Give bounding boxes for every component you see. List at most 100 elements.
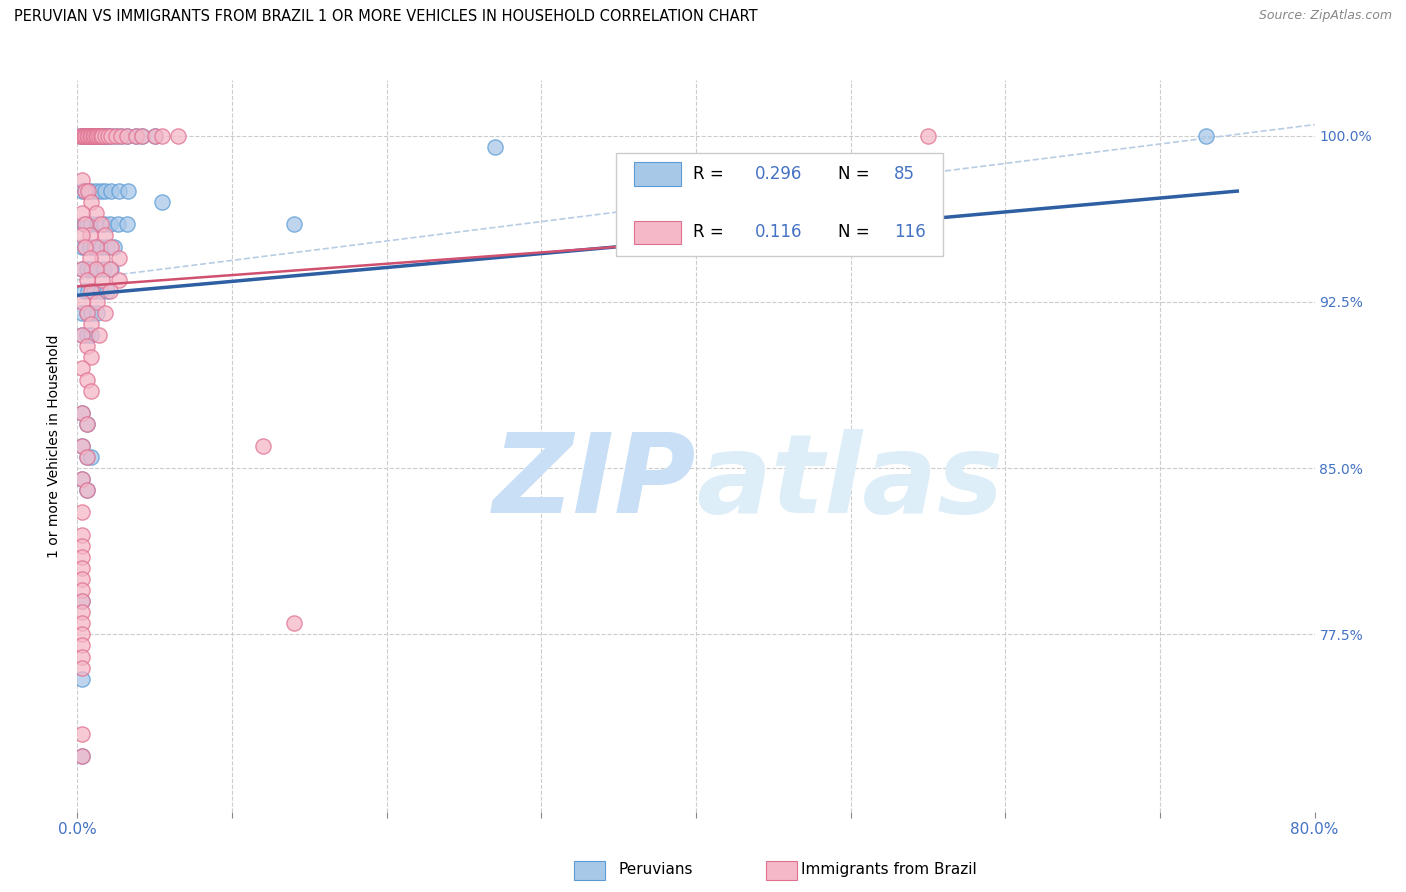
Point [167, 128, 190, 143]
Point [70, 649, 93, 664]
Point [110, 128, 132, 143]
Point [90, 184, 112, 198]
Point [70, 616, 93, 631]
Point [117, 184, 139, 198]
Point [70, 173, 93, 187]
Point [90, 128, 112, 143]
Point [110, 128, 132, 143]
Point [97, 128, 120, 143]
Point [75, 239, 96, 253]
Point [70, 672, 93, 686]
Point [80, 128, 103, 143]
Point [76, 450, 98, 464]
Point [100, 128, 122, 143]
Bar [634, 220, 681, 244]
Point [70, 206, 93, 220]
Point [70, 472, 93, 486]
Point [84, 128, 107, 143]
Point [76, 128, 98, 143]
Point [94, 306, 117, 320]
Text: 116: 116 [894, 223, 925, 242]
Point [1195, 128, 1218, 143]
Point [70, 261, 93, 276]
Point [90, 128, 112, 143]
Point [70, 660, 93, 674]
Point [86, 218, 108, 232]
Text: PERUVIAN VS IMMIGRANTS FROM BRAZIL 1 OR MORE VEHICLES IN HOUSEHOLD CORRELATION C: PERUVIAN VS IMMIGRANTS FROM BRAZIL 1 OR … [14, 9, 758, 24]
Text: 0.296: 0.296 [755, 165, 803, 183]
Point [70, 527, 93, 541]
Point [70, 506, 93, 520]
Point [143, 128, 166, 143]
Point [82, 128, 104, 143]
Point [76, 306, 98, 320]
Text: Source: ZipAtlas.com: Source: ZipAtlas.com [1258, 9, 1392, 22]
Point [77, 184, 100, 198]
Point [80, 306, 103, 320]
Point [69, 128, 91, 143]
Point [98, 218, 121, 232]
Point [69, 128, 91, 143]
Point [79, 228, 101, 243]
Point [80, 317, 103, 331]
Text: Immigrants from Brazil: Immigrants from Brazil [801, 863, 977, 877]
Point [72, 128, 94, 143]
Point [91, 251, 114, 265]
Point [80, 261, 103, 276]
Point [79, 128, 101, 143]
Point [91, 128, 114, 143]
Point [76, 483, 98, 498]
Text: Peruvians: Peruvians [619, 863, 693, 877]
Point [72, 218, 94, 232]
Point [84, 128, 107, 143]
Point [917, 128, 939, 143]
Point [90, 284, 112, 298]
Point [94, 128, 117, 143]
Text: atlas: atlas [696, 429, 1004, 536]
Point [90, 218, 112, 232]
Point [86, 306, 108, 320]
Point [80, 351, 103, 365]
Point [98, 284, 121, 298]
Point [80, 450, 103, 464]
Point [90, 239, 112, 253]
Point [76, 328, 98, 343]
Point [80, 195, 103, 210]
Point [100, 239, 122, 253]
Point [70, 639, 93, 653]
Point [79, 239, 101, 253]
Point [70, 605, 93, 619]
Point [70, 261, 93, 276]
Point [80, 218, 103, 232]
Point [103, 239, 125, 253]
Point [96, 284, 118, 298]
Bar [634, 162, 681, 186]
Point [70, 406, 93, 420]
Point [80, 284, 103, 298]
Point [152, 195, 174, 210]
Point [143, 128, 166, 143]
Point [77, 184, 100, 198]
Point [131, 128, 153, 143]
Point [84, 206, 107, 220]
Point [77, 128, 100, 143]
Point [84, 261, 107, 276]
Point [105, 128, 128, 143]
Point [77, 128, 100, 143]
Point [80, 128, 103, 143]
Point [70, 328, 93, 343]
Point [96, 239, 118, 253]
Point [91, 128, 114, 143]
Point [115, 218, 138, 232]
Text: R =: R = [693, 223, 730, 242]
Point [115, 128, 138, 143]
Point [86, 294, 108, 309]
Point [76, 339, 98, 353]
Point [75, 184, 96, 198]
Point [72, 284, 94, 298]
Point [80, 184, 103, 198]
Point [100, 128, 122, 143]
Point [70, 239, 93, 253]
Point [70, 294, 93, 309]
Point [76, 450, 98, 464]
